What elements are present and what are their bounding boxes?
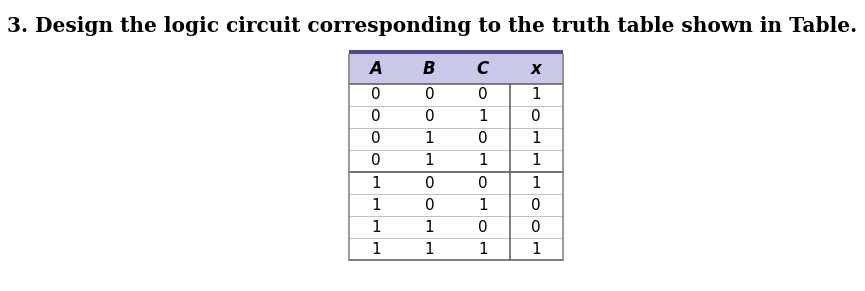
Text: 0: 0 [371, 153, 381, 168]
Text: 1: 1 [531, 87, 541, 102]
Bar [349, 50, 563, 54]
Text: 1: 1 [371, 220, 381, 235]
Text: 1: 1 [478, 109, 488, 124]
Text: A: A [369, 60, 382, 78]
Text: 0: 0 [531, 109, 541, 124]
Text: 0: 0 [425, 109, 434, 124]
Text: 1: 1 [425, 131, 434, 146]
Text: 1: 1 [531, 175, 541, 191]
Text: B: B [423, 60, 436, 78]
Text: 1: 1 [531, 131, 541, 146]
Text: 0: 0 [425, 87, 434, 102]
Text: 0: 0 [478, 131, 488, 146]
Text: 0: 0 [371, 109, 381, 124]
Text: 1: 1 [478, 242, 488, 257]
Text: 0: 0 [371, 87, 381, 102]
Text: 0: 0 [425, 198, 434, 213]
Text: 0: 0 [371, 131, 381, 146]
Text: 0: 0 [478, 220, 488, 235]
Text: 0: 0 [425, 175, 434, 191]
Text: 1: 1 [425, 153, 434, 168]
Text: 1: 1 [425, 220, 434, 235]
Text: x: x [531, 60, 541, 78]
Text: 1: 1 [371, 175, 381, 191]
Text: 1: 1 [371, 242, 381, 257]
Text: 1: 1 [425, 242, 434, 257]
Text: 1: 1 [531, 242, 541, 257]
Text: 3. Design the logic circuit corresponding to the truth table shown in Table.: 3. Design the logic circuit correspondin… [8, 16, 857, 36]
Bar [349, 54, 563, 84]
Text: C: C [477, 60, 489, 78]
Text: 1: 1 [478, 198, 488, 213]
Text: 1: 1 [371, 198, 381, 213]
Text: 0: 0 [478, 175, 488, 191]
Text: 0: 0 [531, 220, 541, 235]
Text: 1: 1 [531, 153, 541, 168]
Text: 1: 1 [478, 153, 488, 168]
Text: 0: 0 [478, 87, 488, 102]
Text: 0: 0 [531, 198, 541, 213]
